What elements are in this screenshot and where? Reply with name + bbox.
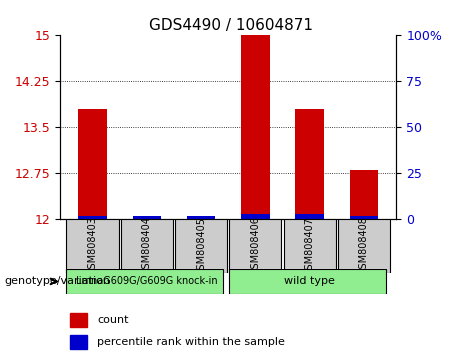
- Bar: [241, 35, 270, 219]
- Text: GSM808405: GSM808405: [196, 217, 206, 275]
- Text: GSM808404: GSM808404: [142, 217, 152, 275]
- Text: wild type: wild type: [284, 276, 335, 286]
- FancyBboxPatch shape: [121, 219, 173, 273]
- FancyBboxPatch shape: [338, 219, 390, 273]
- Bar: [78, 216, 107, 219]
- Bar: [241, 214, 270, 219]
- Text: genotype/variation: genotype/variation: [5, 276, 111, 286]
- Text: GSM808406: GSM808406: [250, 217, 260, 275]
- Bar: [132, 216, 161, 219]
- FancyBboxPatch shape: [66, 219, 118, 273]
- Bar: [296, 214, 324, 219]
- FancyBboxPatch shape: [66, 269, 223, 294]
- Text: percentile rank within the sample: percentile rank within the sample: [97, 337, 285, 347]
- Bar: [187, 216, 215, 219]
- Bar: [78, 109, 107, 219]
- Bar: [296, 109, 324, 219]
- Text: GDS4490 / 10604871: GDS4490 / 10604871: [148, 18, 313, 33]
- FancyBboxPatch shape: [229, 219, 281, 273]
- Text: GSM808407: GSM808407: [305, 217, 314, 275]
- FancyBboxPatch shape: [284, 219, 336, 273]
- Bar: [349, 216, 378, 219]
- Bar: [349, 170, 378, 219]
- FancyBboxPatch shape: [175, 219, 227, 273]
- Bar: [70, 313, 87, 327]
- Text: GSM808403: GSM808403: [88, 217, 97, 275]
- Text: GSM808408: GSM808408: [359, 217, 369, 275]
- Text: count: count: [97, 315, 129, 325]
- Text: LmnaG609G/G609G knock-in: LmnaG609G/G609G knock-in: [76, 276, 218, 286]
- FancyBboxPatch shape: [229, 269, 385, 294]
- Bar: [70, 335, 87, 349]
